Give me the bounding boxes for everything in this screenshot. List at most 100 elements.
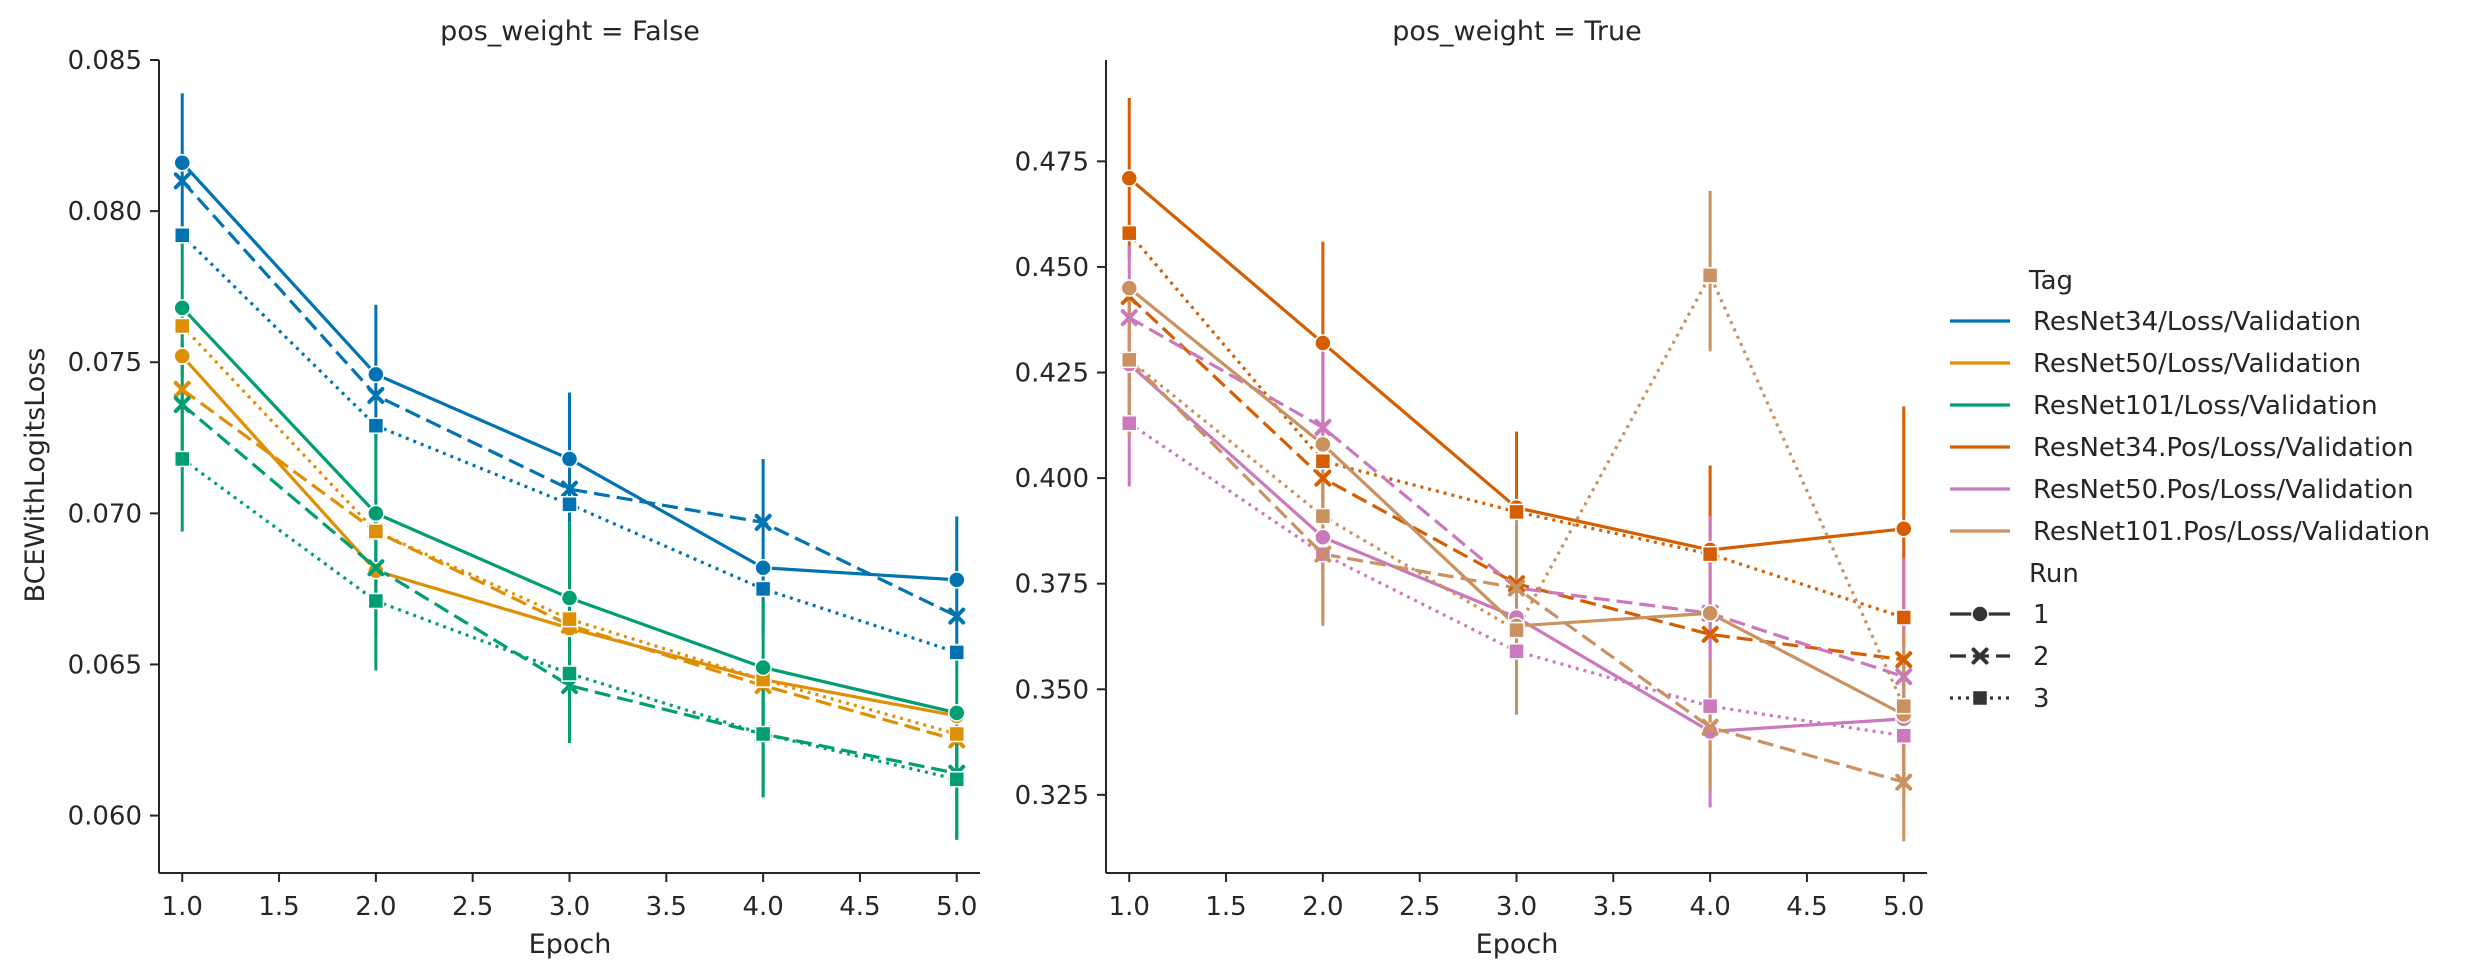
data-point: [1508, 621, 1525, 639]
data-point: [560, 589, 579, 607]
panel-left-x-tick-label: 3.5: [646, 892, 687, 922]
panel-left-x-tick-label: 4.5: [839, 892, 880, 922]
legend-item-label: ResNet50/Loss/Validation: [2033, 349, 2361, 379]
panel-left-x-ticks: 1.0 1.5 2.0 2.5 3.0 3.5 4.0 4.5 5.0: [162, 873, 977, 922]
data-point: [1314, 528, 1332, 546]
data-point: [561, 496, 578, 513]
panel-left-plot-area: [173, 93, 966, 840]
data-point: [754, 513, 772, 531]
legend-item-label: ResNet101/Loss/Validation: [2033, 391, 2378, 421]
panel-left-x-tick-label: 4.0: [742, 892, 783, 922]
data-point: [1508, 579, 1525, 597]
panel-left: pos_weight = False BCEWithLogitsLoss Epo…: [20, 16, 980, 960]
data-point: [1314, 435, 1332, 454]
panel-right: pos_weight = True Epoch 1.0 1.5 2.0 2.5 3.0 3…: [1015, 16, 1927, 960]
panel-right-x-tick-label: 5.0: [1883, 892, 1924, 922]
data-point: [1895, 520, 1913, 538]
panel-right-xlabel: Epoch: [1476, 929, 1559, 960]
data-point: [1314, 545, 1332, 563]
data-point: [754, 658, 772, 677]
data-point: [948, 607, 966, 625]
panel-right-x-ticks: 1.0 1.5 2.0 2.5 3.0 3.5 4.0 4.5 5.0: [1109, 873, 1924, 922]
series-line: [181, 403, 958, 775]
data-point: [367, 417, 385, 434]
legend: Tag ResNet34/Loss/Validation ResNet50/Loss…: [1950, 266, 2430, 714]
data-point: [367, 562, 385, 580]
panel-right-y-ticks: 0.325 0.350 0.375 0.400 0.425 0.450 0.475: [1015, 147, 1106, 811]
panel-right-y-tick-label: 0.475: [1015, 147, 1089, 177]
data-point: [1314, 469, 1332, 487]
data-point: [754, 725, 772, 743]
data-point: [1508, 643, 1525, 660]
panel-left-ylabel: BCEWithLogitsLoss: [20, 348, 51, 603]
data-point: [1314, 452, 1332, 470]
data-point: [1508, 503, 1525, 521]
legend-item-label: ResNet50.Pos/Loss/Validation: [2033, 475, 2414, 505]
panel-right-y-tick-label: 0.350: [1015, 675, 1089, 705]
legend-item-label: ResNet34.Pos/Loss/Validation: [2033, 433, 2414, 463]
data-point: [1120, 169, 1138, 188]
data-point: [1701, 697, 1719, 715]
series-line: [181, 388, 958, 742]
data-point: [173, 380, 191, 398]
panel-right-y-tick-label: 0.450: [1015, 253, 1089, 283]
data-point: [173, 154, 191, 172]
panel-left-title: pos_weight = False: [440, 16, 700, 47]
panel-left-x-tick-label: 2.0: [355, 892, 396, 922]
legend-run-marker: [1971, 647, 1989, 665]
legend-run-marker: [1971, 605, 1989, 623]
panel-left-y-ticks: 0.060 0.065 0.070 0.075 0.080 0.085: [68, 46, 159, 832]
data-point: [948, 771, 966, 788]
data-point: [173, 227, 191, 244]
panel-left-x-tick-label: 1.5: [258, 892, 299, 922]
data-point: [1701, 604, 1719, 623]
data-point: [173, 299, 191, 317]
data-point: [173, 347, 191, 365]
data-point: [754, 580, 772, 598]
data-point: [1895, 609, 1913, 626]
data-point: [561, 610, 578, 628]
data-point: [173, 396, 191, 414]
panel-right-x-tick-label: 3.0: [1496, 892, 1537, 922]
data-point: [560, 450, 579, 468]
data-point: [1701, 625, 1719, 643]
data-point: [367, 523, 385, 540]
data-point: [367, 504, 385, 523]
data-point: [1701, 718, 1719, 736]
panel-right-x-tick-label: 4.5: [1786, 892, 1827, 922]
legend-run-marker: [1971, 689, 1989, 707]
data-point: [948, 644, 966, 661]
legend-run-label: 2: [2033, 642, 2050, 672]
data-point: [1314, 507, 1332, 525]
data-point: [1120, 279, 1138, 297]
legend-item-label: ResNet101.Pos/Loss/Validation: [2033, 517, 2430, 547]
panel-left-x-tick-label: 2.5: [452, 892, 493, 922]
data-point: [754, 558, 772, 577]
panel-left-x-tick-label: 3.0: [549, 892, 590, 922]
data-point: [948, 725, 966, 743]
data-point: [1508, 575, 1525, 593]
panel-left-y-tick-label: 0.080: [68, 197, 142, 227]
panel-right-y-tick-label: 0.325: [1015, 781, 1089, 811]
panel-left-y-tick-label: 0.070: [68, 499, 142, 529]
legend-run-label: 1: [2033, 600, 2050, 630]
panel-right-x-tick-label: 1.5: [1205, 892, 1246, 922]
panel-right-x-tick-label: 3.5: [1593, 892, 1634, 922]
legend-title-run: Run: [2029, 559, 2079, 589]
data-point: [1120, 414, 1138, 432]
data-point: [1701, 267, 1719, 284]
data-point: [561, 480, 578, 498]
panel-right-y-tick-label: 0.375: [1015, 570, 1089, 600]
panel-left-xlabel: Epoch: [529, 929, 612, 960]
data-point: [1895, 697, 1913, 715]
series-line: [181, 179, 958, 618]
panel-right-x-tick-label: 2.5: [1399, 892, 1440, 922]
data-point: [1895, 727, 1913, 744]
data-point: [1120, 309, 1138, 327]
data-point: [1120, 351, 1138, 369]
panel-left-x-tick-label: 1.0: [162, 892, 203, 922]
panel-right-x-tick-label: 4.0: [1689, 892, 1730, 922]
data-point: [948, 704, 966, 722]
data-point: [1895, 668, 1913, 686]
